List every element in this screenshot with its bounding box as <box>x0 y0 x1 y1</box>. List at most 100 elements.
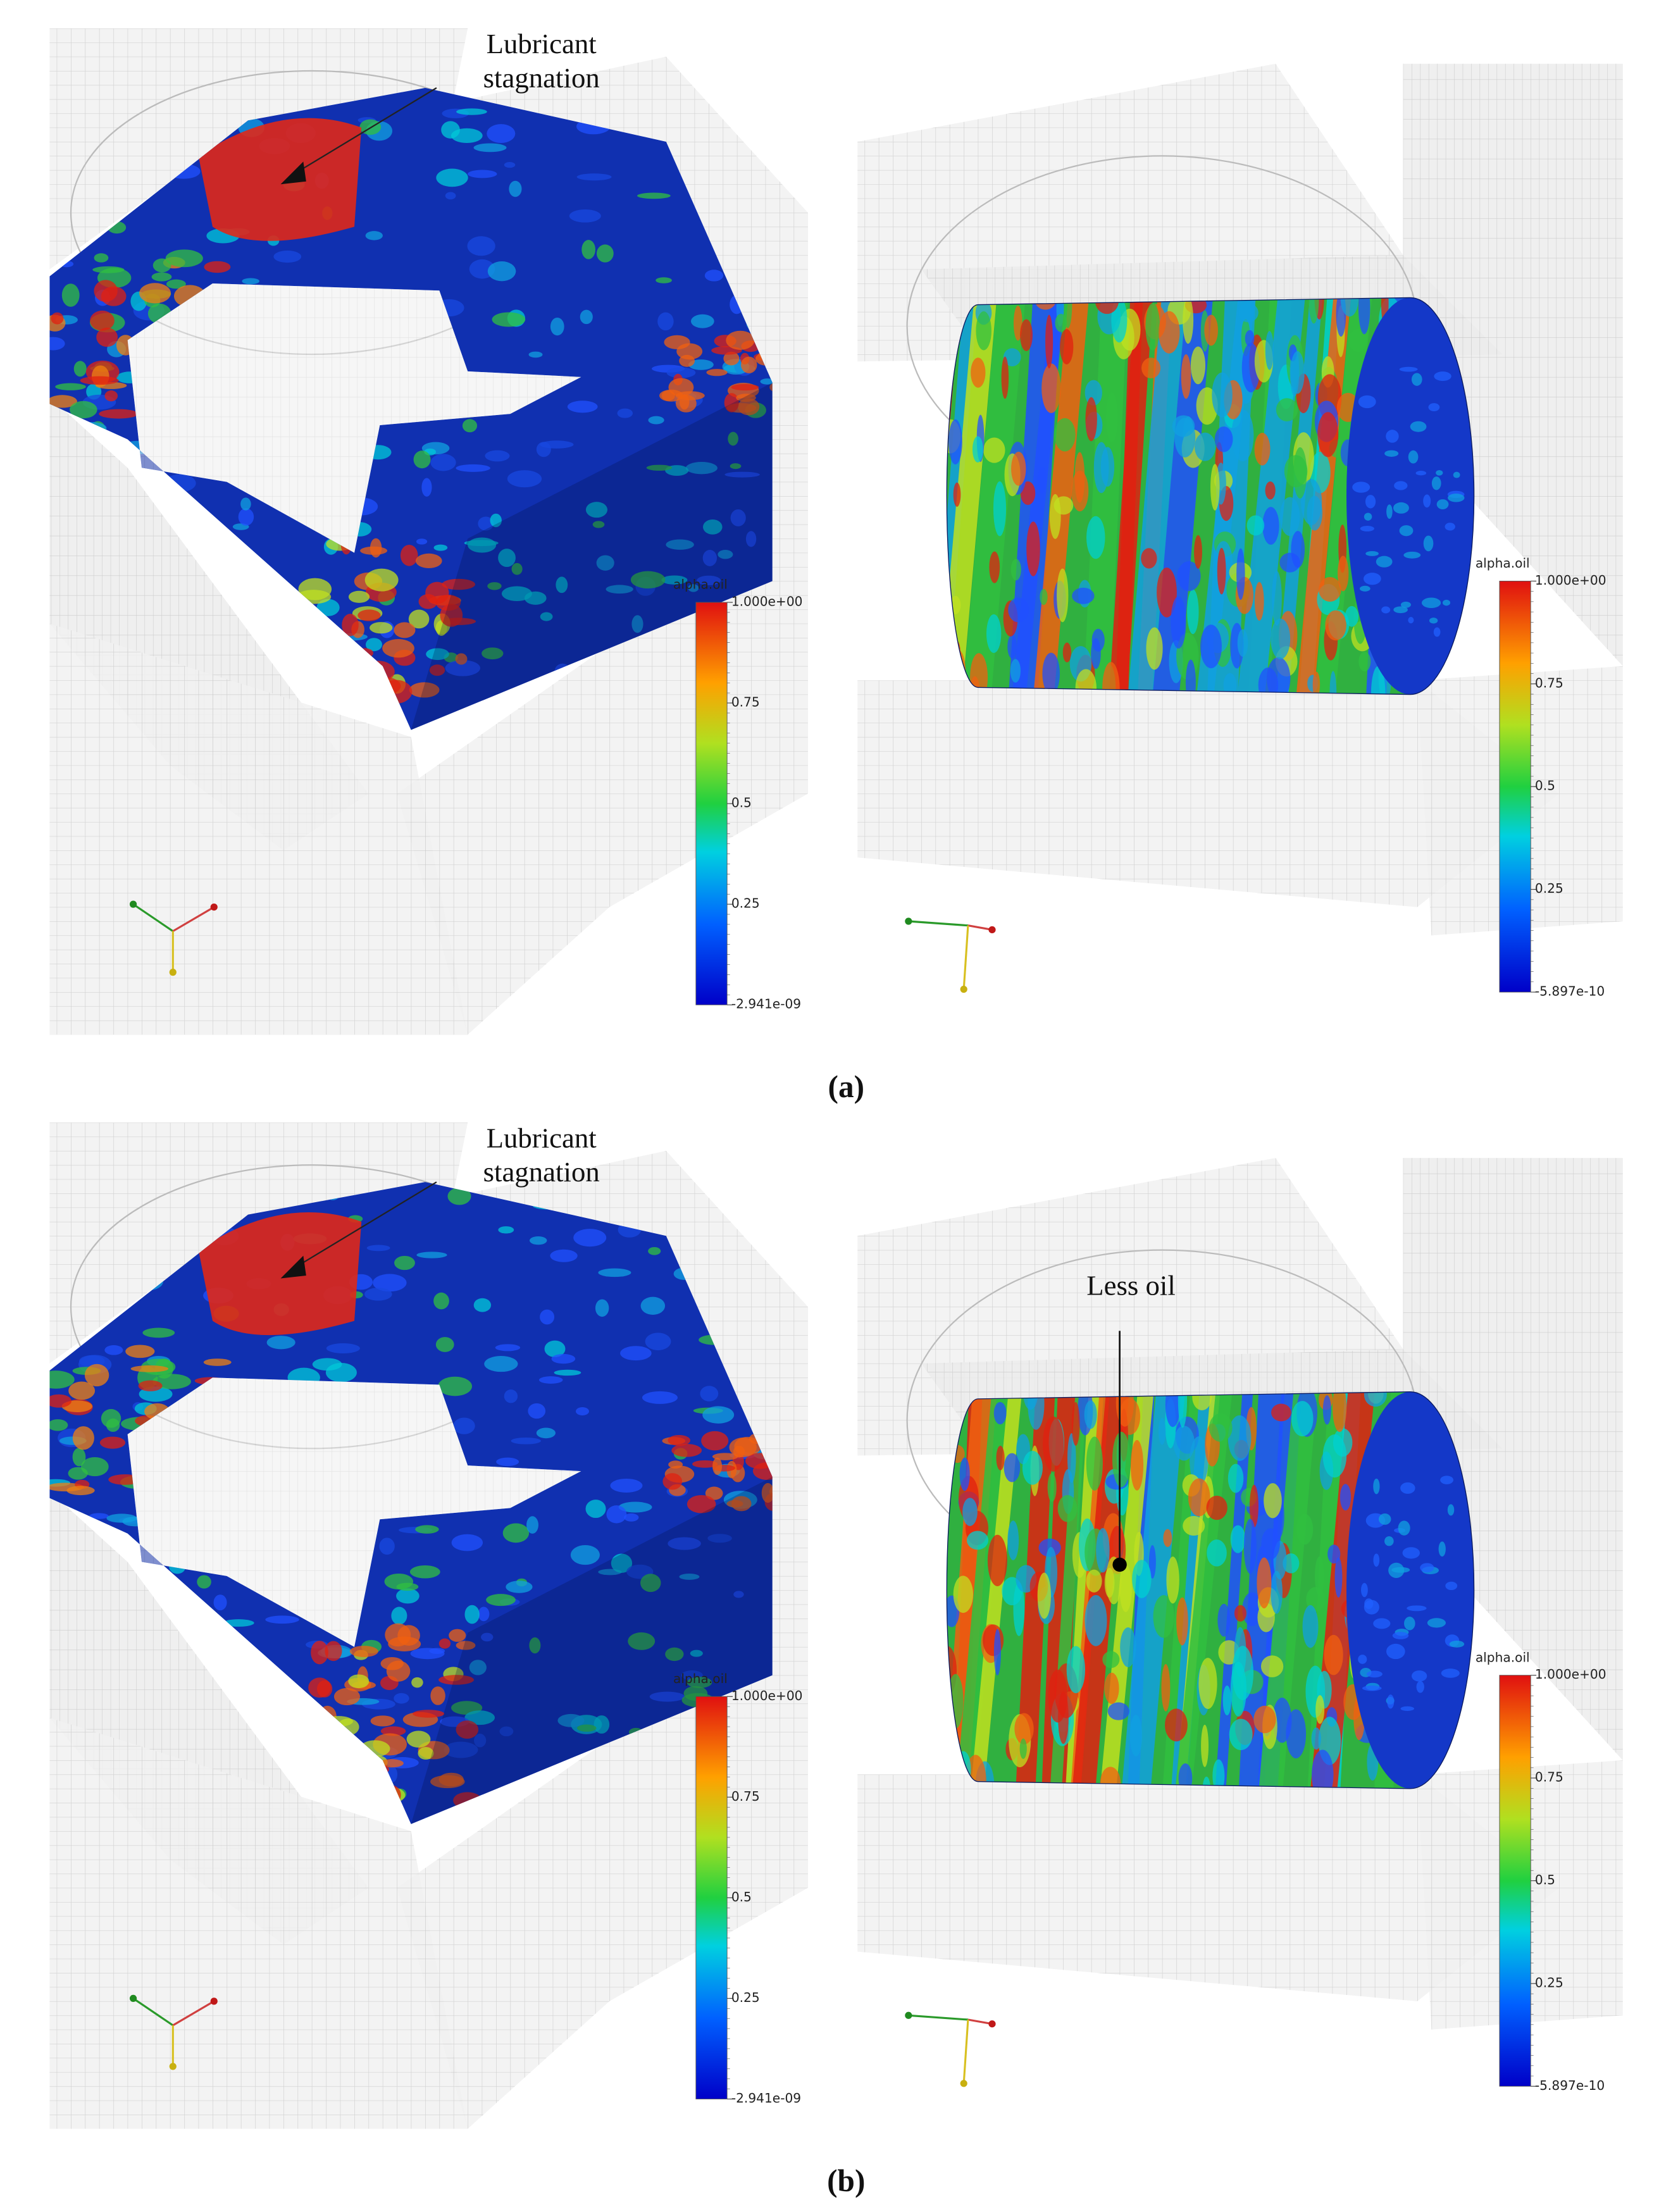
flow-blob <box>295 683 320 700</box>
flow-blob <box>55 383 86 390</box>
flow-blob <box>335 1763 362 1786</box>
flow-blob <box>1040 588 1048 606</box>
flow-blob <box>507 470 542 488</box>
flow-blob <box>1325 610 1346 641</box>
flow-blob <box>468 718 490 730</box>
flow-blob <box>453 1417 475 1434</box>
flow-blob <box>1171 596 1186 649</box>
flow-blob <box>1411 373 1422 386</box>
flow-blob <box>1403 551 1421 559</box>
flow-blob <box>1192 1391 1212 1410</box>
flow-blob <box>1420 1563 1434 1573</box>
flow-blob <box>1119 1564 1132 1612</box>
axis-x <box>172 2000 215 2027</box>
flow-blob <box>959 1457 970 1491</box>
flow-blob <box>1339 1484 1352 1511</box>
axis-x <box>967 924 993 931</box>
flow-blob <box>331 1758 355 1771</box>
flow-blob <box>649 1691 685 1702</box>
flow-blob <box>1428 403 1440 412</box>
flow-blob <box>1057 568 1069 623</box>
flow-blob <box>1178 1391 1188 1428</box>
flow-blob <box>1376 556 1393 568</box>
flow-blob <box>528 1403 546 1419</box>
flow-blob <box>1041 363 1061 413</box>
colorbar-tick-label: 0.5 <box>1535 1872 1555 1887</box>
flow-blob <box>688 359 714 370</box>
flow-blob <box>685 462 718 475</box>
flow-blob <box>223 1619 254 1627</box>
flow-blob <box>1404 1617 1415 1631</box>
flow-blob <box>1271 1403 1291 1422</box>
flow-blob <box>502 1523 530 1543</box>
flow-blob <box>656 277 672 283</box>
annotation: Less oil <box>1086 1269 1176 1301</box>
flow-blob <box>430 454 456 471</box>
flow-blob <box>511 1437 541 1445</box>
flow-blob <box>138 1380 163 1391</box>
flow-blob <box>1363 573 1381 585</box>
flow-blob <box>1400 1482 1415 1494</box>
flow-blob <box>1348 328 1367 352</box>
oil-field <box>947 1391 1474 1789</box>
flow-blob <box>1264 1483 1282 1519</box>
flow-blob <box>1026 521 1040 576</box>
flow-blob <box>482 647 504 660</box>
colorbar-tick-label: 1.000e+00 <box>1535 573 1607 588</box>
flow-blob <box>1312 671 1321 695</box>
flow-blob <box>456 108 487 115</box>
flow-blob <box>1242 1592 1262 1627</box>
flow-blob <box>1229 1718 1253 1751</box>
mesh-surface <box>49 1122 468 1364</box>
flow-blob <box>357 609 381 621</box>
flow-blob <box>1063 297 1072 328</box>
annotation: Lubricant <box>487 28 597 59</box>
flow-blob <box>490 513 502 528</box>
flow-blob <box>760 378 773 385</box>
flow-blob <box>702 519 723 535</box>
flow-blob <box>1254 581 1264 621</box>
flow-blob <box>368 676 401 695</box>
flow-blob <box>359 1740 390 1757</box>
flow-blob <box>449 1629 466 1642</box>
flow-blob <box>73 361 87 377</box>
flow-blob <box>325 632 340 649</box>
flow-blob <box>391 1606 407 1625</box>
flow-blob <box>1106 392 1118 442</box>
annotation: stagnation <box>483 1156 600 1188</box>
flow-blob <box>509 180 522 197</box>
flow-blob <box>1209 1413 1233 1442</box>
flow-blob <box>706 369 728 376</box>
flow-blob <box>1392 1632 1409 1639</box>
flow-blob <box>438 1772 464 1787</box>
flow-blob <box>700 1386 719 1401</box>
flow-blob <box>646 464 673 471</box>
oil-field <box>947 297 1474 695</box>
flow-blob <box>499 1726 514 1737</box>
flow-blob <box>668 1537 701 1550</box>
colorbar <box>1499 1675 1531 2087</box>
flow-blob <box>1096 1528 1110 1573</box>
flow-blob <box>1429 618 1438 624</box>
flow-blob <box>379 1538 395 1555</box>
panel: Lubricantstagnationalpha.oil1.000e+000.7… <box>49 1122 1623 2198</box>
flow-blob <box>511 562 523 575</box>
flow-blob <box>606 1505 627 1524</box>
flow-blob <box>1038 466 1047 494</box>
flow-blob <box>49 1394 72 1408</box>
flow-blob <box>327 1737 353 1762</box>
flow-blob <box>1165 1708 1188 1742</box>
flow-blob <box>1212 1759 1225 1789</box>
flow-blob <box>1238 303 1258 323</box>
flow-blob <box>525 591 547 605</box>
flow-blob <box>456 1641 476 1650</box>
flow-blob <box>429 1648 445 1654</box>
flow-blob <box>538 1376 563 1384</box>
flow-blob <box>348 590 370 603</box>
flow-blob <box>451 1534 483 1551</box>
flow-blob <box>1007 635 1017 659</box>
flow-blob <box>1431 476 1441 490</box>
flow-blob <box>426 648 449 661</box>
flow-blob <box>712 1457 723 1476</box>
